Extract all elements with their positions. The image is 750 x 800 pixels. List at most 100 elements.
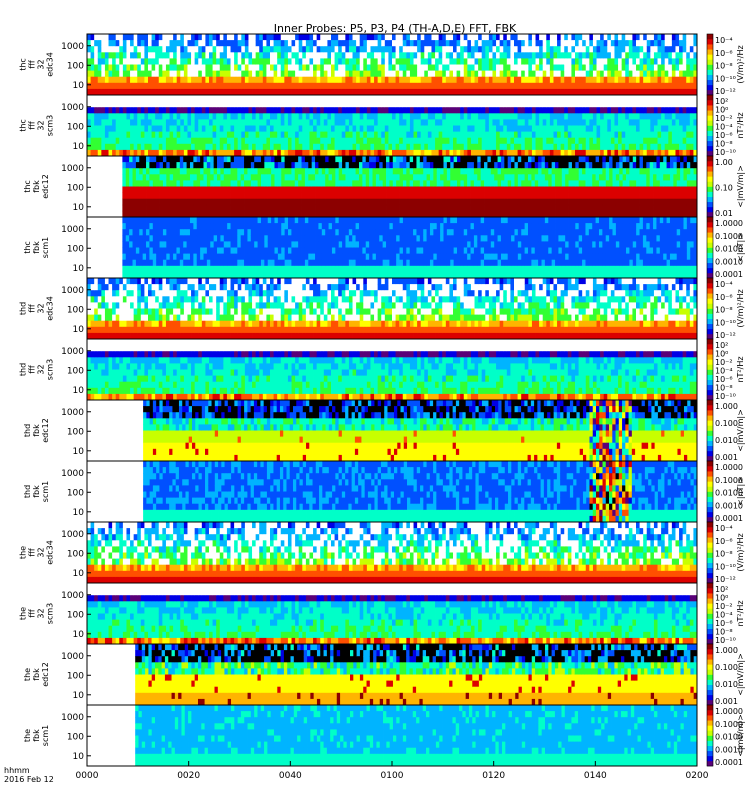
panel-label-line: edc34 [46,540,55,565]
colorbar-tick-label: 10⁻¹⁰ [715,636,736,645]
colorbar-label: nT²/Hz [736,356,745,382]
y-tick-label: 100 [67,366,84,376]
y-tick-label: 1000 [61,408,84,418]
panel-label-line: 32 [37,303,46,313]
colorbar-tick-label: 0.1000 [715,476,743,485]
panel-label-line: fff [28,121,37,130]
colorbar-tick-label: 10⁻¹⁰ [715,392,736,401]
panel-label-line: thc [19,58,28,71]
panel-label: thc fff 32 scm3 [19,115,55,136]
panel-label-line: scm3 [46,359,55,380]
panel-label-line: fbk [32,729,41,742]
y-tick-label: 10 [73,81,85,91]
colorbar-label: <|mV/m|> [736,165,745,208]
panel-label-line: fff [28,609,37,618]
panel-label: thc fbk edc12 [23,174,50,199]
panel-label-line: the [23,729,32,742]
colorbar: 10⁻⁴ 10⁻⁶ 10⁻⁸ 10⁻¹⁰ 10⁻¹²(V/m)²/Hz [706,33,745,96]
y-tick-label: 1000 [61,591,84,601]
colorbar-tick-label: 10⁰ [715,106,728,115]
colorbar-tick-label: 10⁰ [715,594,728,603]
x-label-line2: 2016 Feb 12 [4,775,54,784]
colorbar-tick-label: 0.010 [715,680,738,689]
panel-7: 10 100 1000 thd fbk scm1 1.0000 0.1000 0.0100 0.0… [23,460,745,523]
panel-label-line: thd [19,363,28,376]
colorbar-tick-label: 10⁻⁶ [715,375,733,384]
colorbar-tick-label: 0.0010 [715,745,743,754]
colorbar-tick-label: 10⁻⁸ [715,62,733,71]
panel-2: 10 100 1000 thc fbk edc12 1.00 0.10 0.01<|mV/m|> [23,155,745,218]
x-tick-label: 0000 [76,771,99,781]
colorbar-label: <|nT|> [736,477,745,506]
spectrogram [87,95,698,157]
colorbar-tick-label: 10⁻⁴ [715,123,733,132]
y-tick-label: 1000 [61,713,84,723]
panel-label-line: edc12 [41,418,50,443]
panel-label-line: scm1 [41,481,50,502]
panel-label-line: fff [28,304,37,313]
panel-label-line: edc34 [46,52,55,77]
panel-label-line: 32 [37,59,46,69]
panel-label-line: edc34 [46,296,55,321]
panel-label: thd fbk edc12 [23,418,50,443]
y-tick-label: 1000 [61,530,84,540]
y-tick-label: 100 [67,488,84,498]
panel-label-line: fbk [32,668,41,681]
panel-label-line: scm1 [41,725,50,746]
colorbar-tick-label: 0.100 [715,419,738,428]
y-tick-label: 10 [73,508,85,518]
panel-label-line: thd [19,302,28,315]
colorbar-tick-label: 1.0000 [715,707,743,716]
colorbar-tick-label: 0.010 [715,436,738,445]
y-tick-label: 100 [67,732,84,742]
panel-label: the fff 32 scm3 [19,603,55,624]
y-tick-label: 10 [73,264,85,274]
spectrogram [87,583,698,645]
panel-label-line: thd [23,424,32,437]
colorbar-label: <|mV/m|> [736,653,745,696]
panel-label-line: edc12 [41,174,50,199]
y-tick-label: 100 [67,61,84,71]
colorbar-tick-label: 0.1000 [715,232,743,241]
colorbar-tick-label: 10⁻⁴ [715,524,733,533]
panel-11: 10 100 1000 the fbk scm1 1.0000 0.1000 0.0100 0.0… [23,704,745,767]
colorbar: 1.000 0.100 0.010 0.001<|mV/m|> [706,643,745,706]
panel-label-line: thc [23,180,32,193]
x-tick-label: 0120 [482,771,505,781]
colorbar-tick-label: 1.0000 [715,463,743,472]
colorbar-tick-label: 10⁻⁸ [715,306,733,315]
colorbar-tick-label: 0.0001 [715,270,743,279]
colorbar-tick-label: 10⁻⁴ [715,36,733,45]
colorbar-tick-label: 0.100 [715,663,738,672]
panel-label: thd fff 32 edc34 [19,296,55,321]
panel-6: 10 100 1000 thd fbk edc12 1.000 0.100 0.010 0.001… [23,399,745,462]
y-tick-label: 10 [73,691,85,701]
panel-label-line: 32 [37,364,46,374]
colorbar-tick-label: 10⁻⁸ [715,550,733,559]
y-tick-label: 1000 [61,286,84,296]
panel-label-line: edc12 [41,662,50,687]
colorbar-tick-label: 10⁻¹² [715,331,736,340]
colorbar: 1.0000 0.1000 0.0100 0.0010 0.0001 <|nT|> [706,216,745,279]
y-tick-label: 1000 [61,469,84,479]
colorbar-tick-label: 10⁻¹⁰ [715,318,736,327]
panel-label-line: scm3 [46,115,55,136]
y-tick-label: 1000 [61,103,84,113]
x-tick-label: 0100 [381,771,404,781]
colorbar-tick-label: 1.000 [715,402,738,411]
colorbar-tick-label: 0.0100 [715,733,743,742]
colorbar-label: (V/m)²/Hz [736,289,745,327]
colorbar: 10⁻⁴ 10⁻⁶ 10⁻⁸ 10⁻¹⁰ 10⁻¹²(V/m)²/Hz [706,277,745,340]
colorbar-tick-label: 10⁻² [715,602,733,611]
panel-label-line: thc [23,241,32,254]
spectrogram [122,156,698,218]
colorbar: 1.0000 0.1000 0.0100 0.0010 0.0001<|mV/m|> [706,704,745,767]
y-tick-label: 100 [67,549,84,559]
y-tick-label: 10 [73,752,85,762]
spectrogram [87,278,698,340]
